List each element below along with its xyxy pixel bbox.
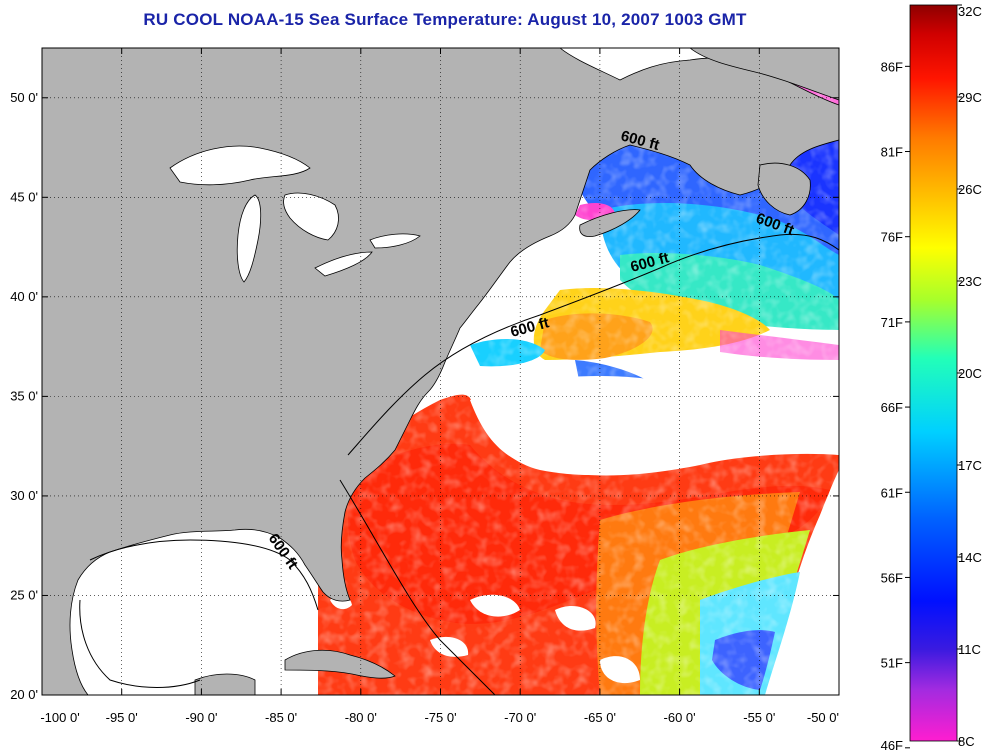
colorbar-fahrenheit-labels: 86F 81F 76F 71F 66F 61F 56F 51F 46F xyxy=(881,59,910,753)
lat-tick-label: 45 0' xyxy=(10,189,38,204)
lon-tick-label: -60 0' xyxy=(664,710,696,725)
celsius-label: 14C xyxy=(958,550,982,565)
latitude-gridlines xyxy=(42,97,839,696)
latitude-labels: 20 0' 25 0' 30 0' 35 0' 40 0' 45 0' 50 0' xyxy=(10,90,38,702)
lake-michigan xyxy=(236,194,262,283)
lon-tick-label: -80 0' xyxy=(345,710,377,725)
cuba-land xyxy=(284,649,396,679)
fahrenheit-label: 81F xyxy=(881,145,903,160)
lat-tick-label: 25 0' xyxy=(10,587,38,602)
colorbar-gradient xyxy=(909,4,958,742)
lake-huron xyxy=(283,192,339,241)
north-america-land xyxy=(42,48,839,695)
fahrenheit-label: 51F xyxy=(881,656,903,671)
fahrenheit-label: 66F xyxy=(881,400,903,415)
lon-tick-label: -90 0' xyxy=(185,710,217,725)
lon-tick-label: -85 0' xyxy=(265,710,297,725)
colorbar-celsius-labels: 32C 29C 26C 23C 20C 17C 14C 11C 8C xyxy=(957,4,982,749)
lake-ontario xyxy=(369,233,421,249)
longitude-labels: -100 0' -95 0' -90 0' -85 0' -80 0' -75 0' -70… xyxy=(40,710,839,725)
fahrenheit-label: 86F xyxy=(881,59,903,74)
labrador-land xyxy=(689,48,839,101)
lat-tick-label: 40 0' xyxy=(10,289,38,304)
fahrenheit-label: 71F xyxy=(881,315,903,330)
lat-tick-label: 35 0' xyxy=(10,388,38,403)
colorbar: 32C 29C 26C 23C 20C 17C 14C 11C 8C 86F 81F 76F 71F 6… xyxy=(881,4,982,753)
celsius-label: 17C xyxy=(958,458,982,473)
fahrenheit-label: 56F xyxy=(881,570,903,585)
celsius-label: 11C xyxy=(958,642,981,657)
fahrenheit-label: 61F xyxy=(881,485,903,500)
celsius-label: 26C xyxy=(958,182,982,197)
fahrenheit-label: 46F xyxy=(881,738,903,753)
newfoundland-land xyxy=(757,162,811,216)
lat-tick-label: 30 0' xyxy=(10,488,38,503)
lon-tick-label: -75 0' xyxy=(424,710,456,725)
lake-erie xyxy=(314,251,373,277)
lake-superior xyxy=(169,145,311,186)
lat-tick-label: 50 0' xyxy=(10,90,38,105)
map-title: RU COOL NOAA-15 Sea Surface Temperature:… xyxy=(143,10,747,29)
celsius-label: 29C xyxy=(958,90,982,105)
longitude-gridlines xyxy=(41,48,840,695)
lon-tick-label: -100 0' xyxy=(40,710,79,725)
cloud-cover xyxy=(330,375,839,684)
lat-tick-label: 20 0' xyxy=(10,687,38,702)
lon-tick-label: -55 0' xyxy=(743,710,775,725)
lon-tick-label: -65 0' xyxy=(584,710,616,725)
nova-scotia-land xyxy=(579,209,641,237)
celsius-label: 23C xyxy=(958,274,982,289)
celsius-label: 32C xyxy=(958,4,982,19)
fahrenheit-label: 76F xyxy=(881,230,903,245)
land-masses xyxy=(42,48,839,695)
isobath-600ft xyxy=(79,233,839,695)
yucatan-land xyxy=(194,673,256,695)
lon-tick-label: -50 0' xyxy=(807,710,839,725)
celsius-label: 20C xyxy=(958,366,982,381)
celsius-label: 8C xyxy=(958,734,975,749)
lon-tick-label: -95 0' xyxy=(106,710,138,725)
great-lakes xyxy=(169,145,421,283)
lon-tick-label: -70 0' xyxy=(504,710,536,725)
